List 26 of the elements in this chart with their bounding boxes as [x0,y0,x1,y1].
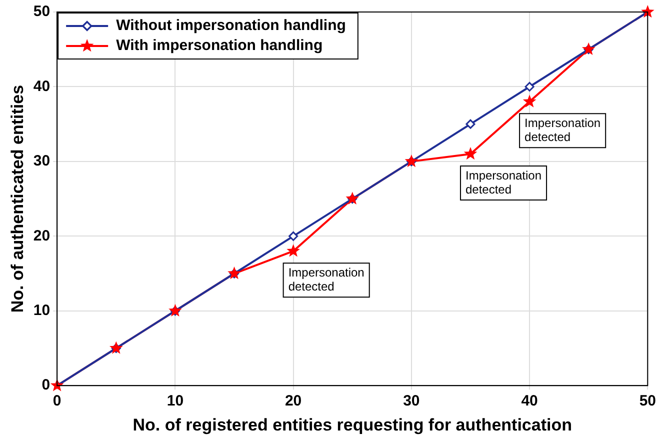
x-tick-label: 50 [639,392,656,410]
point [641,5,654,18]
x-tick-label: 10 [166,392,184,410]
point [466,119,476,129]
legend-label: With impersonation handling [116,37,323,54]
x-tick-label: 20 [284,392,302,410]
x-tick-label: 40 [521,392,538,410]
y-tick-label: 10 [33,302,50,320]
x-axis-title: No. of registered entities requesting for authentication [132,415,572,434]
annotation: Impersonation detected [524,116,601,144]
legend-label: Without impersonation handling [116,17,346,34]
x-tick-label: 0 [52,392,62,410]
y-tick-label: 50 [33,3,50,20]
y-tick-label: 30 [33,152,50,170]
point [522,94,536,108]
point [524,82,534,92]
annotation: Impersonation detected [465,168,542,196]
point [464,146,478,160]
y-tick-label: 40 [33,78,50,95]
x-tick-label: 30 [403,392,420,410]
y-tick-label: 0 [42,376,50,394]
y-axis-title: No. of authenticated entities [8,84,27,313]
annotation: Impersonation detected [288,265,364,294]
point [288,231,298,241]
y-tick-label: 20 [33,227,50,244]
point [286,244,300,257]
